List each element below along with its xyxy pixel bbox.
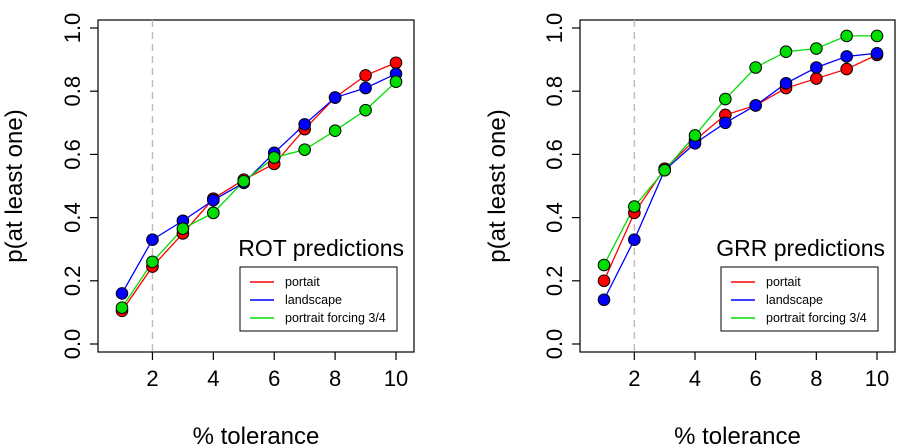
data-point: [779, 45, 793, 59]
y-tick-label: 0.6: [60, 139, 85, 170]
legend-box: [720, 266, 879, 332]
chart-annotation: ROT predictions: [238, 235, 404, 261]
x-tick-label: 8: [810, 366, 822, 391]
legend-label: portait: [766, 275, 801, 289]
data-point: [328, 91, 342, 104]
y-tick-label: 0.4: [60, 202, 85, 233]
y-axis-title: p(at least one): [1, 109, 28, 262]
chart-annotation: GRR predictions: [716, 235, 885, 261]
data-point: [840, 50, 853, 63]
data-point: [267, 151, 281, 164]
x-tick-label: 4: [207, 366, 219, 391]
y-tick-label: 0.2: [60, 266, 85, 297]
data-point: [207, 193, 220, 207]
data-point: [658, 163, 671, 177]
data-point: [749, 99, 762, 112]
x-axis-title: % tolerance: [674, 423, 801, 448]
data-point: [628, 200, 641, 213]
data-point: [298, 118, 311, 131]
series-line-1: [603, 54, 878, 282]
series-line-2: [603, 52, 878, 301]
y-tick-label: 0.8: [542, 76, 567, 107]
plot-frame: [97, 19, 415, 353]
data-point: [870, 46, 884, 60]
data-point: [749, 61, 762, 74]
legend-label: portrait forcing 3/4: [766, 311, 867, 325]
data-point: [389, 56, 403, 70]
x-tick-label: 4: [689, 366, 701, 391]
y-tick-label: 1.0: [542, 13, 567, 44]
data-point: [146, 233, 159, 247]
legend-label: landscape: [766, 293, 823, 307]
data-point: [688, 129, 702, 142]
series-line-3: [603, 35, 877, 266]
chart-panel-1: 2 4 6 8 10 0.0 0.2 0.4 0.6 0.8 1.0 % tolerance p(at …: [1, 13, 415, 448]
series-line-3: [121, 81, 397, 309]
data-point: [359, 103, 372, 117]
data-point: [597, 293, 611, 307]
x-tick-label: 10: [865, 366, 889, 391]
data-point: [597, 274, 611, 288]
y-tick-label: 0.6: [542, 139, 567, 170]
data-point: [328, 124, 342, 137]
data-point: [779, 77, 793, 90]
chart-panel-2: 2 4 6 8 10 0.0 0.2 0.4 0.6 0.8 1.0 % tolerance p(at …: [484, 13, 896, 448]
data-point: [810, 42, 823, 55]
y-tick-label: 0.8: [60, 76, 85, 107]
x-tick-label: 2: [146, 366, 158, 391]
data-point: [840, 29, 853, 43]
x-tick-label: 6: [268, 366, 280, 391]
data-point: [359, 81, 372, 95]
series-line-2: [121, 73, 397, 294]
y-tick-label: 0.0: [542, 329, 567, 360]
x-tick-label: 8: [329, 366, 341, 391]
x-axis-title: % tolerance: [193, 423, 320, 448]
y-tick-label: 0.2: [542, 266, 567, 297]
data-point: [298, 143, 311, 156]
data-point: [115, 287, 129, 300]
data-point: [719, 92, 732, 106]
legend-label: landscape: [285, 293, 342, 307]
data-point: [628, 233, 641, 247]
legend-label: portait: [285, 275, 320, 289]
y-tick-label: 0.4: [542, 202, 567, 233]
data-point: [810, 72, 823, 85]
x-tick-label: 2: [628, 366, 640, 391]
data-point: [359, 69, 372, 82]
y-tick-label: 0.0: [60, 329, 85, 360]
legend-label: portrait forcing 3/4: [285, 311, 386, 325]
data-point: [389, 75, 403, 89]
legend: portait landscape portrait forcing 3/4: [239, 266, 398, 332]
data-point: [719, 116, 732, 130]
data-point: [176, 222, 190, 235]
y-axis-title: p(at least one): [484, 109, 511, 262]
x-tick-label: 10: [384, 366, 408, 391]
data-point: [597, 258, 611, 272]
plot-frame: [579, 19, 896, 353]
data-point: [115, 301, 129, 314]
legend: portait landscape portrait forcing 3/4: [720, 266, 879, 332]
data-point: [146, 255, 159, 269]
data-point: [237, 174, 251, 188]
series-line-1: [121, 62, 397, 312]
x-tick-label: 6: [750, 366, 762, 391]
data-point: [870, 29, 884, 43]
data-point: [207, 206, 220, 220]
y-tick-label: 1.0: [60, 13, 85, 44]
data-point: [840, 62, 853, 76]
legend-box: [239, 266, 398, 332]
data-point: [810, 61, 823, 74]
